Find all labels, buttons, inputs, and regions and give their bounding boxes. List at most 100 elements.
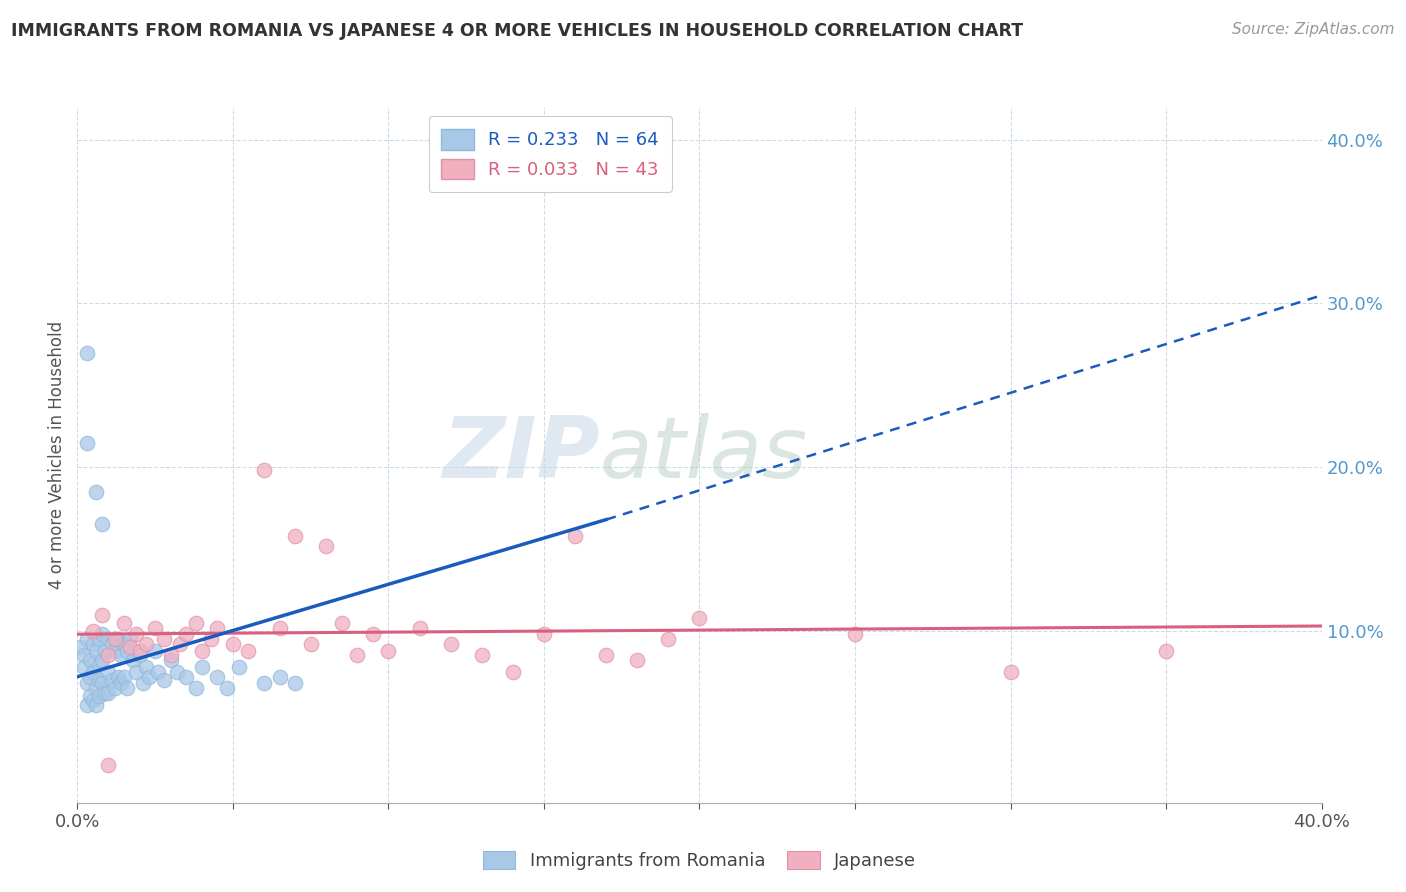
Point	[76, 698, 98, 712]
Point	[184, 681, 207, 696]
Point	[657, 632, 679, 646]
Point	[284, 529, 307, 543]
Point	[82, 692, 104, 706]
Point	[87, 632, 110, 646]
Point	[97, 686, 120, 700]
Point	[84, 484, 107, 499]
Point	[269, 621, 291, 635]
Point	[94, 643, 117, 657]
Point	[1154, 643, 1177, 657]
Point	[159, 653, 181, 667]
Point	[107, 670, 129, 684]
Point	[228, 660, 250, 674]
Point	[169, 637, 191, 651]
Point	[76, 345, 98, 359]
Point	[191, 660, 214, 674]
Point	[135, 637, 157, 651]
Point	[269, 670, 291, 684]
Point	[207, 621, 229, 635]
Point	[125, 665, 148, 679]
Point	[91, 653, 114, 667]
Point	[87, 690, 110, 704]
Point	[82, 665, 104, 679]
Point	[97, 665, 120, 679]
Point	[104, 643, 127, 657]
Point	[97, 632, 120, 646]
Point	[166, 665, 188, 679]
Point	[533, 627, 555, 641]
Text: IMMIGRANTS FROM ROMANIA VS JAPANESE 4 OR MORE VEHICLES IN HOUSEHOLD CORRELATION : IMMIGRANTS FROM ROMANIA VS JAPANESE 4 OR…	[11, 22, 1024, 40]
Point	[284, 676, 307, 690]
Point	[91, 517, 114, 532]
Point	[253, 676, 276, 690]
Point	[79, 670, 101, 684]
Point	[440, 637, 463, 651]
Point	[79, 653, 101, 667]
Point	[122, 653, 145, 667]
Point	[361, 627, 384, 641]
Point	[72, 648, 94, 663]
Point	[125, 627, 148, 641]
Point	[174, 627, 197, 641]
Point	[84, 681, 107, 696]
Point	[79, 690, 101, 704]
Point	[97, 648, 120, 663]
Point	[112, 670, 135, 684]
Point	[82, 637, 104, 651]
Point	[159, 648, 181, 663]
Point	[112, 615, 135, 630]
Point	[82, 624, 104, 638]
Point	[184, 615, 207, 630]
Point	[128, 648, 150, 663]
Point	[595, 648, 617, 663]
Point	[87, 657, 110, 671]
Point	[222, 637, 245, 651]
Point	[104, 681, 127, 696]
Point	[120, 640, 142, 655]
Point	[207, 670, 229, 684]
Point	[138, 670, 160, 684]
Point	[377, 643, 399, 657]
Point	[100, 673, 122, 687]
Point	[471, 648, 494, 663]
Point	[315, 539, 337, 553]
Legend: Immigrants from Romania, Japanese: Immigrants from Romania, Japanese	[475, 844, 924, 877]
Point	[143, 643, 166, 657]
Point	[72, 660, 94, 674]
Point	[91, 627, 114, 641]
Point	[200, 632, 222, 646]
Point	[69, 640, 91, 655]
Point	[174, 670, 197, 684]
Point	[330, 615, 353, 630]
Point	[94, 686, 117, 700]
Point	[135, 660, 157, 674]
Point	[153, 673, 176, 687]
Point	[215, 681, 238, 696]
Point	[564, 529, 586, 543]
Point	[626, 653, 648, 667]
Point	[91, 676, 114, 690]
Point	[112, 637, 135, 651]
Point	[299, 637, 322, 651]
Point	[408, 621, 430, 635]
Point	[84, 698, 107, 712]
Point	[115, 681, 138, 696]
Point	[1000, 665, 1022, 679]
Point	[84, 643, 107, 657]
Point	[502, 665, 524, 679]
Point	[844, 627, 866, 641]
Point	[143, 621, 166, 635]
Point	[76, 435, 98, 450]
Point	[120, 632, 142, 646]
Point	[148, 665, 170, 679]
Point	[238, 643, 260, 657]
Text: atlas: atlas	[600, 413, 808, 497]
Point	[104, 632, 127, 646]
Point	[110, 648, 132, 663]
Text: ZIP: ZIP	[443, 413, 600, 497]
Point	[131, 676, 153, 690]
Point	[346, 648, 368, 663]
Point	[87, 673, 110, 687]
Point	[91, 607, 114, 622]
Point	[107, 632, 129, 646]
